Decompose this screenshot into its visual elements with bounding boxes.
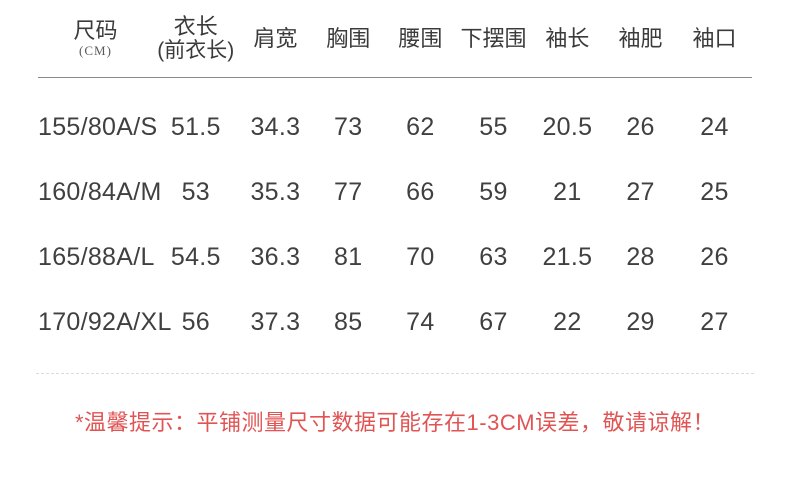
dotted-divider <box>36 373 754 374</box>
cell-value: 22 <box>553 308 582 336</box>
cell-value: 27 <box>700 308 729 336</box>
cell-value: 28 <box>626 243 655 271</box>
cell-value: 62 <box>406 113 435 141</box>
table-header-row: 尺码 (CM) 衣长 (前衣长) 肩宽 胸围 腰围 下摆围 袖长 <box>38 0 752 78</box>
cell-value: 24 <box>700 113 729 141</box>
table-row: 160/84A/M 53 35.3 77 66 59 21 27 25 <box>38 160 752 225</box>
column-header-label: 尺码 <box>73 17 118 43</box>
cell-value: 67 <box>479 308 508 336</box>
cell-value: 36.3 <box>250 243 301 271</box>
column-header-bust: 胸围 <box>312 26 384 51</box>
cell-value: 20.5 <box>542 113 593 141</box>
cell-value: 21.5 <box>542 243 593 271</box>
column-header-label: 袖肥 <box>618 25 663 51</box>
column-header-waist: 腰围 <box>384 26 456 51</box>
cell-value: 59 <box>479 178 508 206</box>
column-header-label: 腰围 <box>398 25 443 51</box>
cell-value: 63 <box>479 243 508 271</box>
column-header-label: 袖口 <box>692 25 737 51</box>
cell-value: 29 <box>626 308 655 336</box>
cell-value: 85 <box>334 308 363 336</box>
table-row: 170/92A/XL 56 37.3 85 74 67 22 29 27 <box>38 290 752 355</box>
column-header-label: 下摆围 <box>460 25 527 51</box>
cell-value: 51.5 <box>170 113 221 141</box>
cell-value: 21 <box>553 178 582 206</box>
cell-value: 26 <box>700 243 729 271</box>
column-header-sublabel: (前衣长) <box>157 39 235 63</box>
disclaimer-note: *温馨提示：平铺测量尺寸数据可能存在1-3CM误差，敬请谅解！ <box>74 410 716 435</box>
cell-value: 77 <box>334 178 363 206</box>
cell-value: 81 <box>334 243 363 271</box>
cell-value: 25 <box>700 178 729 206</box>
cell-size: 160/84A/M <box>38 178 162 206</box>
cell-value: 53 <box>181 178 210 206</box>
cell-value: 35.3 <box>250 178 301 206</box>
column-header-sleeve-width: 袖肥 <box>604 26 677 51</box>
cell-value: 73 <box>334 113 363 141</box>
cell-size: 165/88A/L <box>38 243 155 271</box>
column-header-sleeve-length: 袖长 <box>531 26 605 51</box>
column-header-label: 肩宽 <box>253 25 298 51</box>
table-body: 155/80A/S 51.5 34.3 73 62 55 20.5 26 24 … <box>38 78 752 373</box>
cell-value: 74 <box>406 308 435 336</box>
table-row: 165/88A/L 54.5 36.3 81 70 63 21.5 28 26 <box>38 225 752 290</box>
column-header-unit: (CM) <box>79 43 112 59</box>
cell-size: 155/80A/S <box>38 113 158 141</box>
size-chart-table: 尺码 (CM) 衣长 (前衣长) 肩宽 胸围 腰围 下摆围 袖长 <box>38 0 752 373</box>
cell-value: 37.3 <box>250 308 301 336</box>
column-header-hem: 下摆围 <box>456 26 530 51</box>
cell-value: 70 <box>406 243 435 271</box>
column-header-cuff: 袖口 <box>677 26 752 51</box>
column-header-garment-length: 衣长 (前衣长) <box>153 14 239 63</box>
cell-value: 66 <box>406 178 435 206</box>
cell-value: 54.5 <box>170 243 221 271</box>
column-header-shoulder: 肩宽 <box>239 26 313 51</box>
cell-size: 170/92A/XL <box>38 308 172 336</box>
column-header-label: 衣长 <box>173 13 218 39</box>
table-row: 155/80A/S 51.5 34.3 73 62 55 20.5 26 24 <box>38 95 752 160</box>
cell-value: 27 <box>626 178 655 206</box>
cell-value: 34.3 <box>250 113 301 141</box>
column-header-size: 尺码 (CM) <box>38 18 153 59</box>
cell-value: 55 <box>479 113 508 141</box>
column-header-label: 胸围 <box>326 25 371 51</box>
column-header-label: 袖长 <box>545 25 590 51</box>
cell-value: 56 <box>181 308 210 336</box>
cell-value: 26 <box>626 113 655 141</box>
